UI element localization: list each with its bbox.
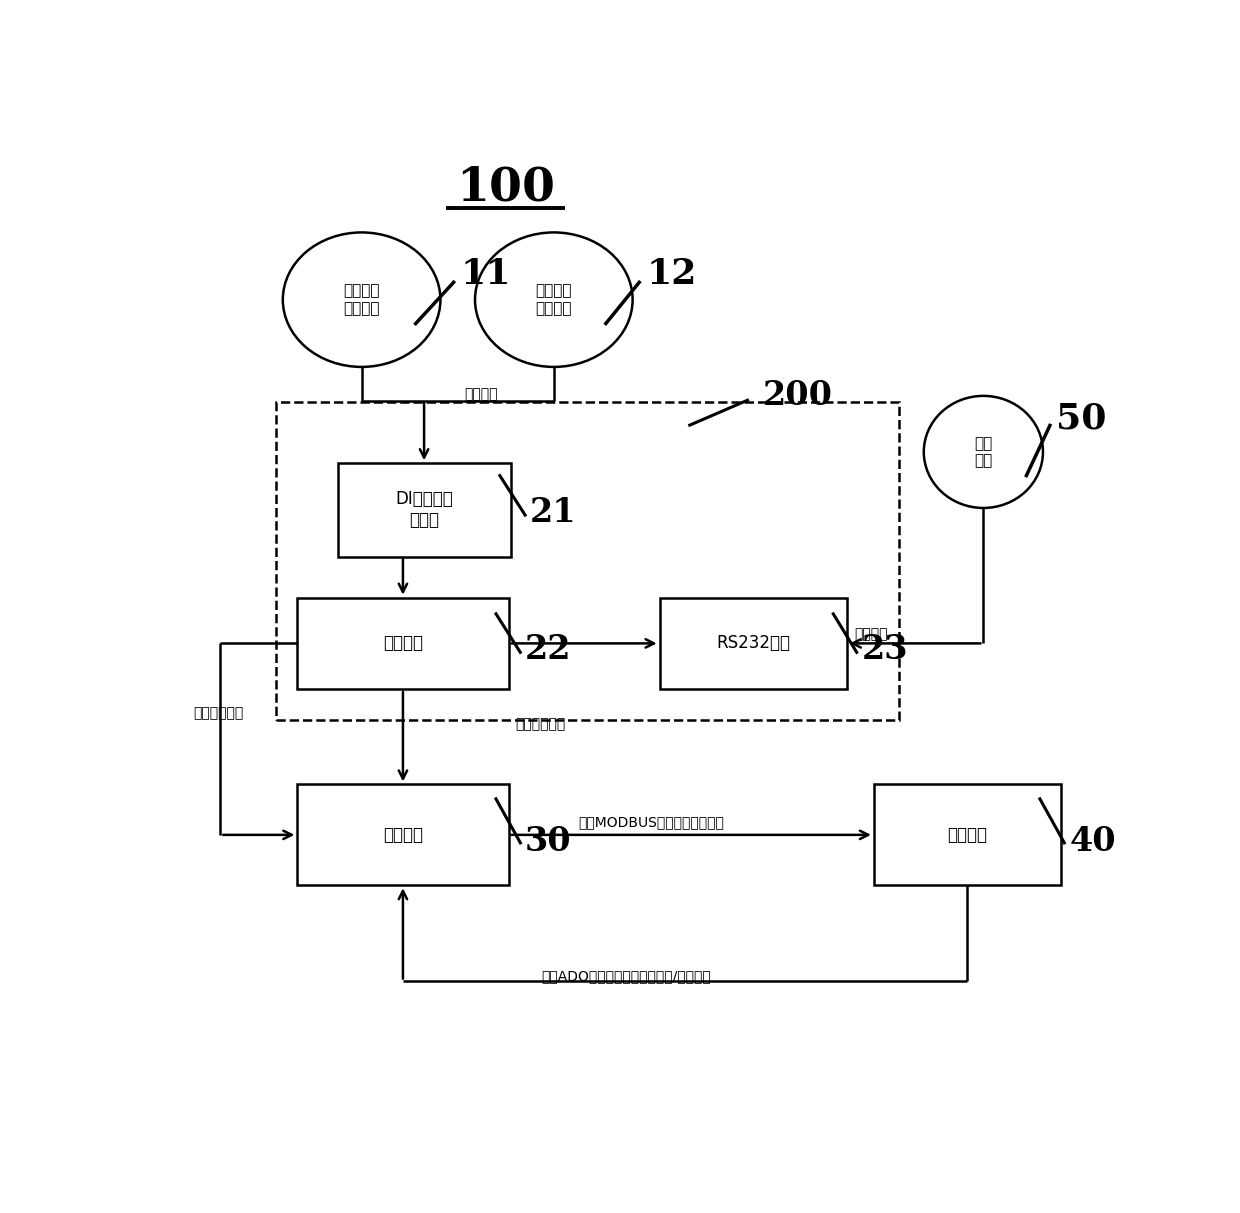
Bar: [660, 598, 847, 689]
Text: 23: 23: [862, 633, 908, 666]
Ellipse shape: [283, 233, 440, 366]
Text: 50: 50: [1056, 402, 1107, 435]
Text: 通过MODBUS接口传递状态信号: 通过MODBUS接口传递状态信号: [578, 815, 724, 830]
Text: 11: 11: [460, 257, 511, 291]
Bar: [337, 463, 511, 557]
Text: 200: 200: [763, 380, 832, 412]
Text: 通过ADO组件发布称重条件合格/异常信号: 通过ADO组件发布称重条件合格/异常信号: [541, 969, 711, 984]
Bar: [298, 785, 508, 885]
Text: 处理模块: 处理模块: [383, 634, 423, 653]
Bar: [298, 598, 508, 689]
Text: 数据模块: 数据模块: [383, 826, 423, 844]
Text: 22: 22: [525, 633, 572, 666]
Text: 100: 100: [456, 165, 556, 211]
Text: 称重数据: 称重数据: [854, 627, 888, 642]
Text: 状态信号传递: 状态信号传递: [516, 718, 565, 731]
Text: 30: 30: [525, 825, 572, 858]
Text: 输出提示信息: 输出提示信息: [193, 706, 244, 721]
Text: RS232模块: RS232模块: [717, 634, 790, 653]
Text: 称重
仪表: 称重 仪表: [975, 435, 992, 468]
Text: 第一红外
对射装置: 第一红外 对射装置: [343, 284, 379, 315]
Text: DI数字量输
入模块: DI数字量输 入模块: [396, 490, 453, 529]
Bar: [277, 403, 899, 721]
Ellipse shape: [924, 395, 1043, 508]
Text: 位置数据: 位置数据: [465, 387, 498, 402]
Text: 计量系统: 计量系统: [947, 826, 987, 844]
Text: 21: 21: [529, 496, 577, 529]
Text: 第二红外
对射装置: 第二红外 对射装置: [536, 284, 572, 315]
Text: 12: 12: [647, 257, 697, 291]
Ellipse shape: [475, 233, 632, 366]
Text: 40: 40: [1070, 825, 1116, 858]
Bar: [874, 785, 1061, 885]
